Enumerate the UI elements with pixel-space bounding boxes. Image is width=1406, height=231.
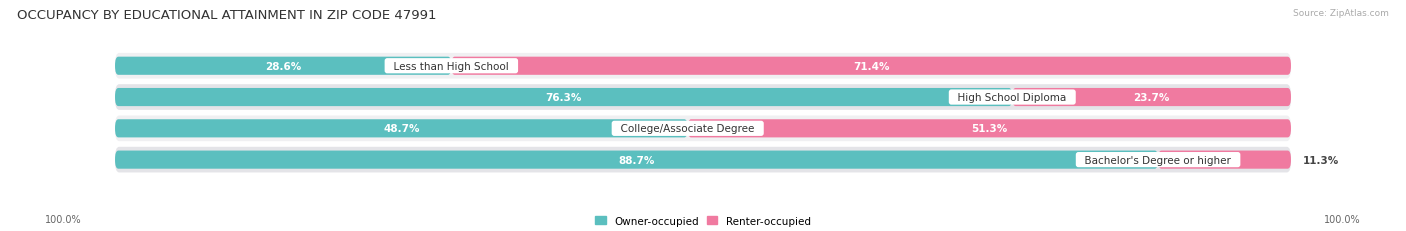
FancyBboxPatch shape (115, 147, 1291, 173)
Text: Bachelor's Degree or higher: Bachelor's Degree or higher (1078, 155, 1237, 165)
Text: 51.3%: 51.3% (972, 124, 1008, 134)
FancyBboxPatch shape (115, 85, 1291, 110)
FancyBboxPatch shape (115, 151, 1159, 169)
Text: Less than High School: Less than High School (387, 61, 516, 71)
Text: 100.0%: 100.0% (45, 214, 82, 225)
FancyBboxPatch shape (1159, 151, 1291, 169)
Text: 71.4%: 71.4% (853, 61, 890, 71)
FancyBboxPatch shape (115, 120, 688, 138)
FancyBboxPatch shape (451, 58, 1291, 76)
Text: 23.7%: 23.7% (1133, 93, 1170, 103)
Legend: Owner-occupied, Renter-occupied: Owner-occupied, Renter-occupied (595, 216, 811, 226)
FancyBboxPatch shape (115, 58, 451, 76)
Text: 88.7%: 88.7% (619, 155, 655, 165)
FancyBboxPatch shape (115, 54, 1291, 79)
FancyBboxPatch shape (115, 116, 1291, 142)
Text: OCCUPANCY BY EDUCATIONAL ATTAINMENT IN ZIP CODE 47991: OCCUPANCY BY EDUCATIONAL ATTAINMENT IN Z… (17, 9, 436, 22)
FancyBboxPatch shape (115, 88, 1012, 107)
Text: Source: ZipAtlas.com: Source: ZipAtlas.com (1294, 9, 1389, 18)
Text: 76.3%: 76.3% (546, 93, 582, 103)
Text: High School Diploma: High School Diploma (952, 93, 1073, 103)
Text: 100.0%: 100.0% (1324, 214, 1361, 225)
Text: 28.6%: 28.6% (266, 61, 301, 71)
Text: 11.3%: 11.3% (1303, 155, 1339, 165)
FancyBboxPatch shape (1012, 88, 1291, 107)
Text: College/Associate Degree: College/Associate Degree (614, 124, 761, 134)
FancyBboxPatch shape (688, 120, 1291, 138)
Text: 48.7%: 48.7% (382, 124, 419, 134)
